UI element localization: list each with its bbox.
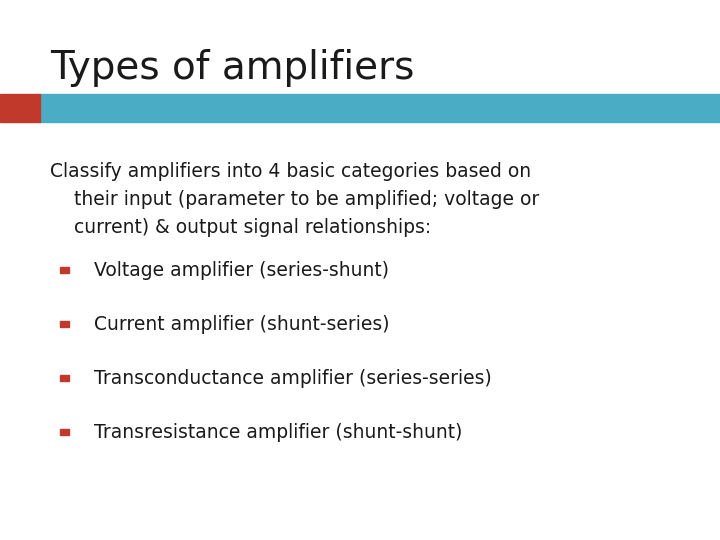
Text: Classify amplifiers into 4 basic categories based on
    their input (parameter : Classify amplifiers into 4 basic categor… [50,162,540,237]
Text: Voltage amplifier (series-shunt): Voltage amplifier (series-shunt) [94,260,389,280]
Text: Current amplifier (shunt-series): Current amplifier (shunt-series) [94,314,389,334]
Bar [40,94,720,122]
Bar [60,429,69,435]
Bar [0,94,40,122]
Bar [60,375,69,381]
Bar [60,321,69,327]
Text: Transresistance amplifier (shunt-shunt): Transresistance amplifier (shunt-shunt) [94,422,462,442]
Text: Transconductance amplifier (series-series): Transconductance amplifier (series-serie… [94,368,491,388]
Text: Types of amplifiers: Types of amplifiers [50,49,415,86]
Bar [60,267,69,273]
